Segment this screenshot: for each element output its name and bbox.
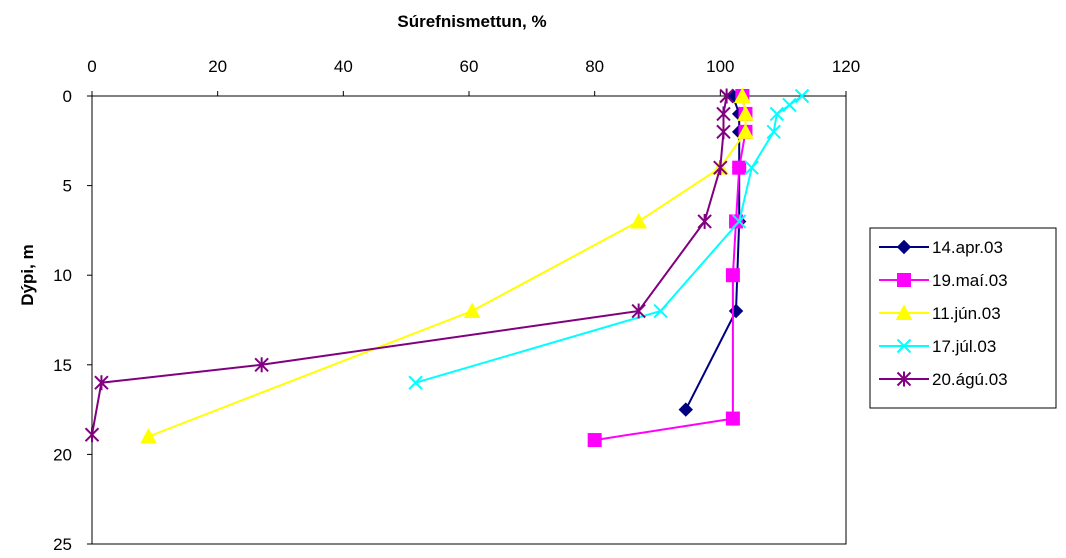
series-4 — [408, 88, 810, 390]
series-line — [91, 95, 728, 435]
x-tick-label: 80 — [585, 57, 604, 76]
data-point — [630, 212, 647, 229]
marker-stroke — [782, 97, 797, 113]
x-tick-label: 100 — [706, 57, 734, 76]
legend-label: 17.júl.03 — [932, 337, 996, 356]
data-point — [794, 88, 810, 104]
data-point — [728, 303, 744, 319]
y-tick-label: 25 — [53, 535, 72, 553]
legend-marker — [897, 273, 911, 287]
data-point — [725, 268, 740, 283]
marker-stroke — [653, 303, 668, 319]
y-tick-label: 10 — [53, 266, 72, 285]
legend-label: 19.maí.03 — [932, 271, 1008, 290]
data-point — [731, 214, 747, 229]
y-tick-label: 5 — [63, 177, 72, 196]
legend-label: 14.apr.03 — [932, 238, 1003, 257]
data-point — [94, 375, 109, 391]
data-point — [678, 402, 693, 417]
plot-area: 0 20 40 60 80 100 120 0 5 10 15 20 25 — [53, 57, 860, 554]
legend: 14.apr.03 19.maí.03 11.jún.03 17.júl.03 20.á… — [869, 227, 1057, 409]
legend-item: 20.ágú.03 — [879, 370, 1008, 389]
x-tick-label: 0 — [87, 57, 96, 76]
data-point — [782, 97, 797, 113]
x-tick-label: 60 — [460, 57, 479, 76]
data-point — [769, 106, 785, 122]
data-point — [716, 124, 731, 140]
data-point — [719, 88, 734, 104]
x-tick-label: 120 — [832, 57, 860, 76]
marker-stroke — [896, 338, 912, 354]
marker-stroke — [731, 214, 747, 229]
data-point — [140, 427, 157, 444]
legend-item: 14.apr.03 — [879, 238, 1003, 257]
legend-marker — [896, 338, 912, 354]
legend-marker — [896, 239, 912, 255]
data-point — [587, 433, 602, 448]
legend-label: 20.ágú.03 — [932, 370, 1008, 389]
data-point — [732, 160, 747, 175]
x-axis-title: Súrefnismettun, % — [397, 12, 546, 31]
data-point — [631, 303, 646, 319]
series-5 — [84, 88, 734, 443]
marker-stroke — [769, 106, 785, 122]
data-point — [653, 303, 668, 319]
legend-marker — [896, 371, 912, 387]
data-point — [737, 123, 754, 139]
data-point — [744, 160, 759, 175]
data-point — [713, 160, 728, 176]
data-point — [254, 357, 269, 373]
data-point — [463, 302, 481, 319]
y-tick-label: 20 — [53, 445, 72, 464]
marker-stroke — [408, 375, 423, 390]
y-tick-label: 15 — [53, 356, 72, 375]
legend-marker — [895, 304, 913, 320]
series-3 — [140, 87, 754, 444]
marker-stroke — [744, 160, 759, 175]
marker-stroke — [794, 88, 810, 104]
data-point — [697, 213, 712, 229]
data-point — [733, 87, 751, 103]
series-line — [148, 95, 747, 438]
data-point — [737, 105, 754, 121]
data-point — [716, 106, 731, 122]
x-tick-label: 40 — [334, 57, 353, 76]
y-axis-title: Dýpi, m — [18, 244, 37, 305]
legend-item: 19.maí.03 — [879, 271, 1008, 290]
legend-item: 17.júl.03 — [879, 337, 996, 356]
data-point — [725, 411, 740, 426]
data-point — [84, 427, 100, 443]
legend-item: 11.jún.03 — [879, 304, 1001, 323]
marker-stroke — [766, 124, 781, 140]
y-tick-label: 0 — [63, 87, 72, 106]
data-point — [766, 124, 781, 140]
x-tick-label: 20 — [208, 57, 227, 76]
legend-label: 11.jún.03 — [932, 304, 1001, 323]
data-point — [408, 375, 423, 390]
